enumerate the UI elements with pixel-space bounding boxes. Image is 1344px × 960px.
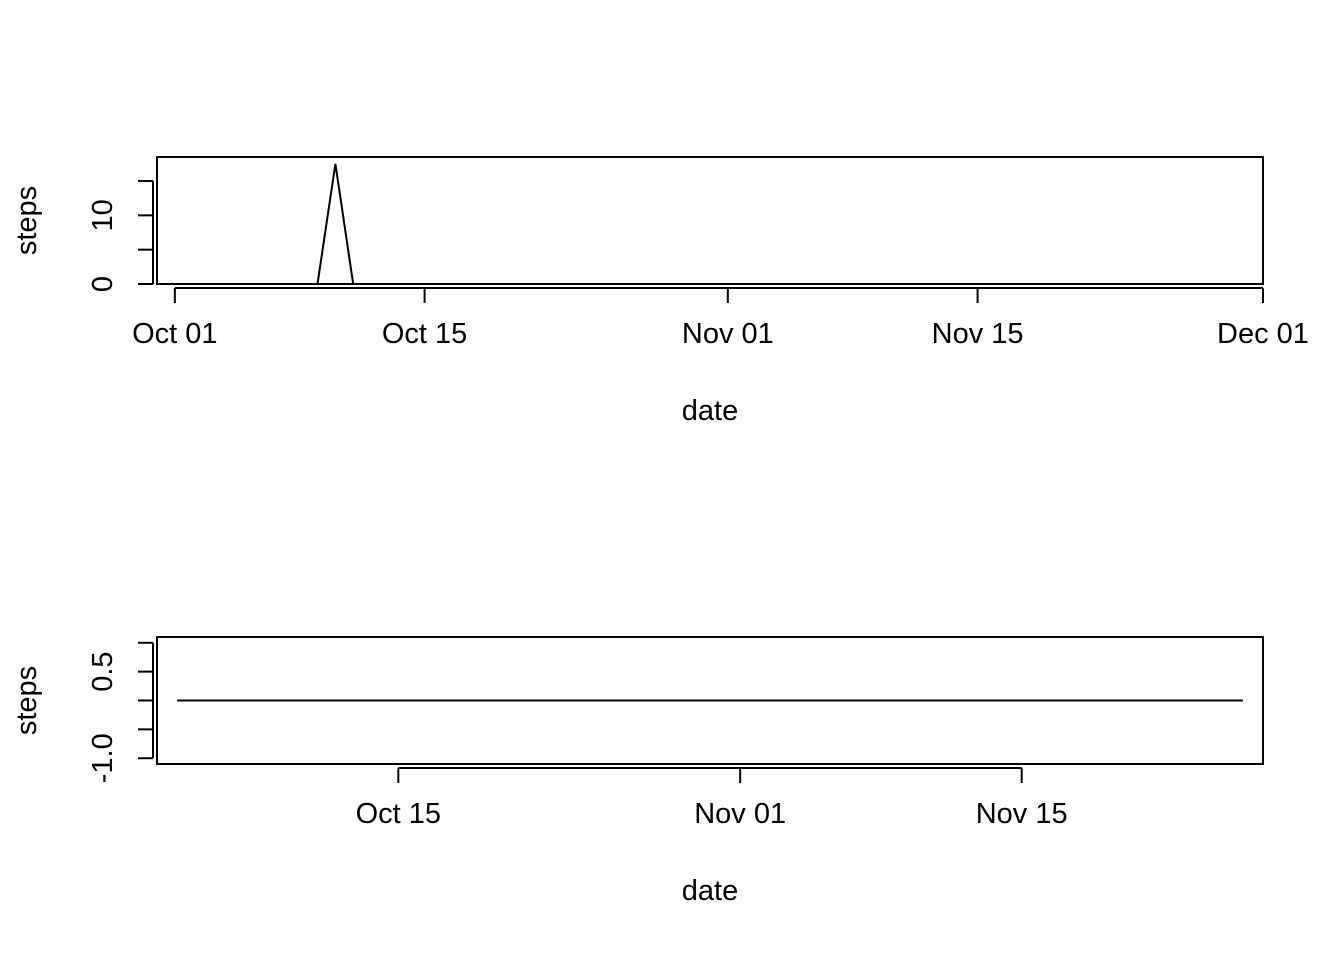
x-tick-label: Dec 01 [1217, 318, 1309, 350]
x-axis-title: date [682, 875, 738, 907]
y-axis-title: steps [11, 666, 43, 735]
y-tick-label: -1.0 [87, 733, 119, 783]
y-tick-label: 0 [87, 276, 119, 292]
x-tick-label: Oct 15 [382, 318, 467, 350]
top-plot: Oct 01 Oct 15 Nov 01 Nov 15 Dec 01 0 10 date ste… [11, 156, 1309, 427]
y-tick-label: 10 [87, 199, 119, 231]
x-tick-label: Nov 15 [932, 318, 1024, 350]
x-tick-label: Nov 01 [694, 798, 786, 830]
x-axis-title: date [682, 395, 738, 427]
plot-frame [156, 636, 1264, 765]
bottom-plot: Oct 15 Nov 01 Nov 15 -1.0 0.5 date steps [11, 636, 1264, 907]
y-tick-label: 0.5 [87, 651, 119, 691]
x-tick-label: Oct 01 [132, 318, 217, 350]
x-tick-label: Nov 15 [976, 798, 1068, 830]
series-line [192, 163, 1228, 285]
plot-frame [156, 156, 1264, 285]
x-tick-label: Oct 15 [356, 798, 441, 830]
y-axis-title: steps [11, 186, 43, 255]
x-tick-label: Nov 01 [682, 318, 774, 350]
